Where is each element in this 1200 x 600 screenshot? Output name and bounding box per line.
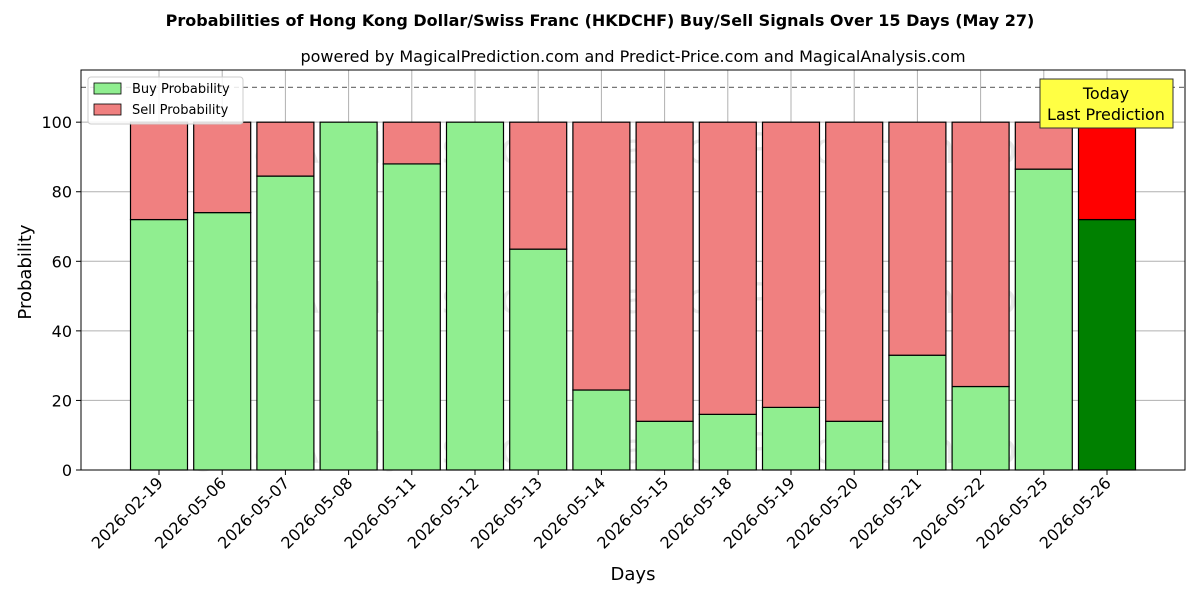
legend-swatch-buy xyxy=(93,82,122,95)
bar-sell xyxy=(698,121,757,415)
legend-label-buy: Buy Probability xyxy=(132,82,230,97)
bar-buy xyxy=(509,248,568,471)
bar-buy xyxy=(382,163,441,471)
bar-sell xyxy=(1014,121,1073,170)
bar-buy xyxy=(825,420,884,471)
y-tick-label: 80 xyxy=(52,183,72,202)
legend-label-sell: Sell Probability xyxy=(132,103,229,118)
annotation-line-1: Today xyxy=(1082,84,1129,103)
bar-sell xyxy=(193,121,252,214)
bar-buy xyxy=(129,218,189,471)
bar-buy xyxy=(951,385,1010,471)
bar-sell xyxy=(635,121,694,422)
chart-title: Probabilities of Hong Kong Dollar/Swiss … xyxy=(166,11,1035,30)
today-annotation: Today Last Prediction xyxy=(1039,78,1174,129)
bar-buy xyxy=(698,413,757,471)
bar-sell xyxy=(825,121,884,422)
chart-subtitle: powered by MagicalPrediction.com and Pre… xyxy=(300,47,965,66)
y-tick-label: 60 xyxy=(52,252,72,271)
bar-buy xyxy=(193,212,252,471)
y-tick-label: 100 xyxy=(41,113,72,132)
bar-buy xyxy=(1014,168,1073,471)
bar-buy xyxy=(635,420,694,471)
bar-sell xyxy=(951,121,1010,388)
y-tick-label: 0 xyxy=(62,461,72,480)
bar-sell xyxy=(888,121,947,356)
legend-box xyxy=(87,76,244,125)
bar-sell xyxy=(129,121,189,221)
bar-sell xyxy=(256,121,315,177)
bar-buy xyxy=(1077,218,1137,471)
bar-sell xyxy=(572,121,631,391)
bar-buy xyxy=(888,354,947,471)
legend-swatch-sell xyxy=(93,103,122,116)
bar-buy xyxy=(256,175,315,471)
bar-buy xyxy=(761,406,821,471)
bar-sell xyxy=(1077,121,1137,221)
annotation-box xyxy=(1039,78,1174,129)
bar-sell xyxy=(382,121,441,165)
bar-buy xyxy=(572,389,631,471)
plot-frame xyxy=(80,69,1186,471)
bar-buy xyxy=(445,121,505,471)
legend: Buy Probability Sell Probability xyxy=(87,76,244,125)
y-axis-label: Probability xyxy=(15,224,36,319)
y-axis-ticks: 0 20 40 60 80 100 xyxy=(41,113,81,480)
bar-buy xyxy=(319,121,378,471)
x-axis-ticks: 2026-02-192026-05-062026-05-072026-05-08… xyxy=(88,470,1115,553)
annotation-line-2: Last Prediction xyxy=(1047,105,1165,124)
bars xyxy=(129,121,1137,471)
bar-sell xyxy=(509,121,568,250)
y-tick-label: 40 xyxy=(52,322,72,341)
bar-sell xyxy=(761,121,821,408)
y-tick-label: 20 xyxy=(52,391,72,410)
x-axis-label: Days xyxy=(611,564,656,585)
